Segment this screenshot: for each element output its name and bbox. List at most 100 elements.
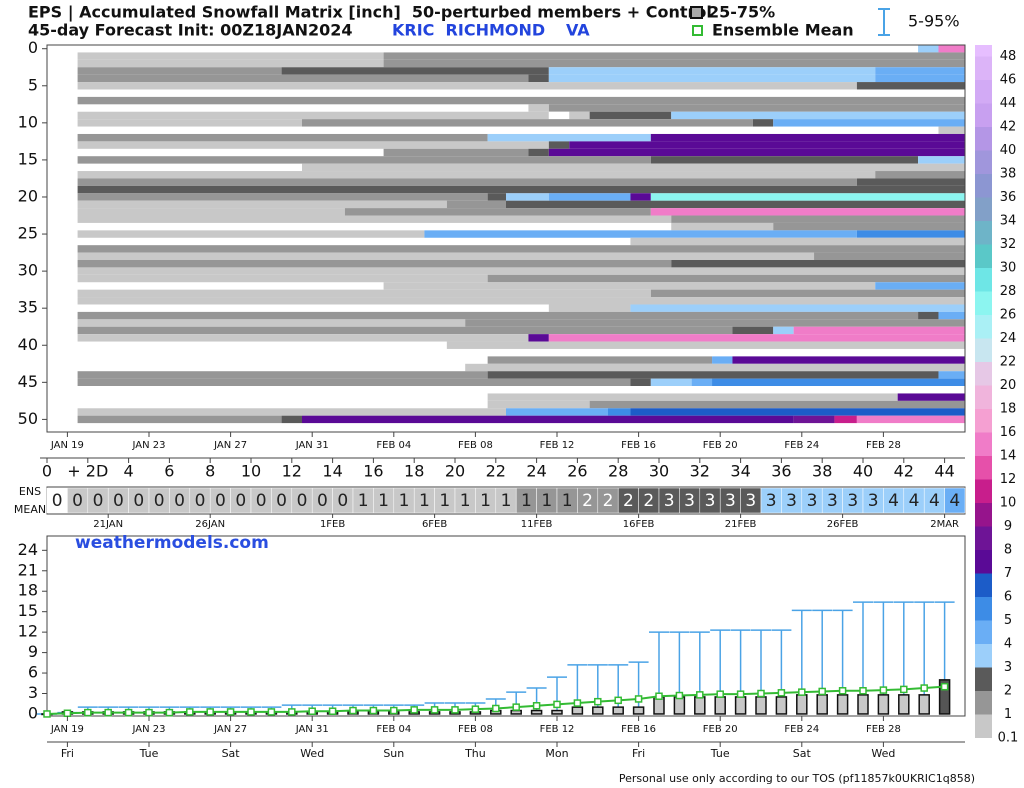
matrix-cell	[506, 200, 965, 209]
matrix-cell	[77, 119, 302, 127]
box	[510, 709, 522, 715]
matrix-cell	[506, 193, 549, 201]
colorbar-band	[975, 268, 992, 292]
colorbar-band	[975, 291, 992, 315]
matrix-cell	[630, 237, 965, 246]
mean-marker	[430, 706, 439, 714]
matrix-cell	[506, 408, 608, 416]
matrix-cell	[487, 356, 713, 364]
x-tick-label: JAN 23	[132, 440, 166, 451]
colorbar-label: 34	[1000, 214, 1017, 229]
x-tick-label: 10	[241, 462, 261, 481]
y-tick-label: 5	[28, 75, 38, 94]
colorbar-band	[975, 197, 992, 221]
matrix-cell	[77, 415, 282, 424]
colorbar-band	[975, 221, 992, 245]
x-tick-label: FEB 08	[458, 724, 493, 735]
mean-label: 0	[256, 491, 267, 511]
matrix-frame	[46, 44, 966, 433]
mean-label: 0	[317, 491, 328, 511]
date-tick-label: 1FEB	[320, 519, 345, 530]
mean-label: 0	[72, 491, 83, 511]
y-tick-label: 40	[18, 335, 38, 354]
matrix-cell	[671, 111, 965, 120]
box	[836, 694, 849, 715]
matrix-cell	[77, 185, 966, 194]
matrix-cell	[487, 133, 651, 142]
mean-label: 4	[888, 491, 899, 511]
matrix-cell	[732, 326, 774, 335]
mean-marker	[594, 697, 602, 706]
colorbar-label: 48	[1000, 49, 1017, 64]
x-tick-label: 4	[124, 462, 134, 481]
box	[938, 679, 951, 715]
y-tick-label: 15	[18, 601, 38, 620]
matrix-cell	[548, 74, 876, 83]
matrix-cell	[528, 148, 549, 157]
mean-label: 2	[623, 491, 634, 511]
matrix-cell	[487, 193, 506, 201]
matrix-cell	[424, 230, 857, 238]
x-tick-label: JAN 31	[295, 724, 329, 735]
mean-label: 0	[113, 491, 124, 511]
y-tick-label: 24	[18, 540, 38, 559]
colorbar-band	[975, 315, 992, 339]
matrix-cell	[77, 371, 488, 379]
matrix-cell	[487, 400, 590, 409]
box	[632, 706, 645, 715]
colorbar-label: 3	[1004, 660, 1012, 675]
colorbar-band	[975, 526, 992, 550]
colorbar-band	[975, 409, 992, 433]
matrix-cell	[691, 378, 713, 387]
x-tick-label: FEB 08	[458, 440, 493, 451]
date-tick-label: 21FEB	[725, 519, 757, 530]
mean-marker	[165, 708, 174, 717]
matrix-cell	[918, 156, 965, 164]
matrix-cell	[752, 119, 774, 127]
matrix-cell	[834, 415, 857, 424]
x-tick-label: 14	[322, 462, 342, 481]
colorbar-label: 26	[1000, 308, 1017, 323]
matrix-cell	[650, 156, 919, 164]
colorbar-band	[975, 691, 992, 715]
matrix-cell	[77, 111, 549, 120]
footer: Personal use only according to our TOS (…	[619, 772, 975, 785]
matrix-cell	[77, 82, 857, 90]
matrix-cell	[281, 415, 302, 424]
matrix-cell	[793, 326, 965, 335]
y-tick-label: 30	[18, 261, 38, 280]
x-tick-label: 12	[282, 462, 302, 481]
matrix-cell	[77, 334, 529, 342]
row-label: MEAN	[14, 503, 46, 516]
x-tick-label: 8	[205, 462, 215, 481]
box	[918, 694, 930, 715]
matrix-cell	[875, 282, 965, 290]
mean-marker	[818, 687, 826, 696]
mean-marker	[920, 684, 928, 692]
mean-label: 3	[766, 491, 777, 511]
mean-marker	[512, 703, 520, 711]
colorbar-label: 5	[1004, 613, 1012, 628]
matrix-cell	[77, 326, 733, 335]
box	[592, 706, 604, 715]
mean-marker	[634, 695, 643, 703]
state: VA	[566, 21, 590, 40]
matrix-cell	[548, 304, 631, 312]
mean-label: 3	[827, 491, 838, 511]
mean-marker	[43, 710, 51, 718]
matrix-cell	[77, 59, 384, 68]
x-tick-label: JAN 27	[213, 440, 247, 451]
mean-marker	[226, 708, 235, 716]
weekday-label: Tue	[139, 747, 159, 760]
mean-label: 1	[501, 491, 512, 511]
mean-marker	[471, 705, 480, 713]
matrix-cell	[77, 260, 672, 268]
x-tick-label: FEB 28	[866, 724, 901, 735]
matrix-cell	[465, 363, 965, 372]
colorbar-band	[975, 644, 992, 668]
legend-label: 5-95%	[908, 12, 960, 31]
matrix-cell	[608, 408, 631, 416]
mean-label: 0	[93, 491, 104, 511]
x-tick-label: 40	[853, 462, 873, 481]
y-tick-label: 12	[18, 622, 38, 641]
